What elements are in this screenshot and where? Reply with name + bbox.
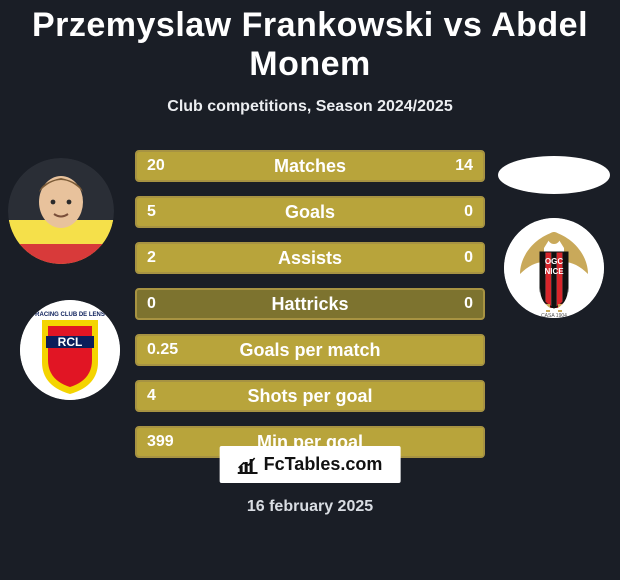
brand-chart-icon xyxy=(238,456,258,474)
stat-bar-fill-left xyxy=(137,382,483,410)
player-right-avatar-placeholder xyxy=(498,156,610,194)
stat-bar: 4Shots per goal xyxy=(135,380,485,412)
svg-text:OGC: OGC xyxy=(545,257,563,266)
stat-bar-fill-left xyxy=(137,198,483,226)
stat-bar-fill-left xyxy=(137,152,341,180)
player-right-club-badge: OGC NICE CASA 1904 xyxy=(504,218,604,318)
date-label: 16 february 2025 xyxy=(0,498,620,516)
rc-lens-badge-icon: RACING CLUB DE LENS RCL xyxy=(20,300,120,400)
svg-text:RACING CLUB DE LENS: RACING CLUB DE LENS xyxy=(35,312,105,318)
page-title: Przemyslaw Frankowski vs Abdel Monem xyxy=(0,0,620,84)
stat-bar-fill-left xyxy=(137,336,483,364)
comparison-panel: RACING CLUB DE LENS RCL OGC NICE CASA 19… xyxy=(0,142,620,482)
stat-bar: 0.25Goals per match xyxy=(135,334,485,366)
player-left-portrait-icon xyxy=(8,158,114,264)
stat-value-right: 0 xyxy=(464,295,473,313)
svg-text:CASA 1904: CASA 1904 xyxy=(541,313,567,318)
player-left-club-badge: RACING CLUB DE LENS RCL xyxy=(20,300,120,400)
stat-bar: 50Goals xyxy=(135,196,485,228)
stat-label: Hattricks xyxy=(137,294,483,315)
stat-bar: 20Assists xyxy=(135,242,485,274)
brand-badge[interactable]: FcTables.com xyxy=(220,446,401,483)
stat-value-left: 0 xyxy=(147,295,156,313)
subtitle: Club competitions, Season 2024/2025 xyxy=(0,98,620,116)
stat-bars: 2014Matches 50Goals 20Assists 0 0Hattricks 0.… xyxy=(135,150,485,472)
ogc-nice-badge-icon: OGC NICE CASA 1904 xyxy=(504,218,604,318)
stat-bar: 0 0Hattricks xyxy=(135,288,485,320)
svg-text:NICE: NICE xyxy=(544,267,564,276)
player-left-avatar xyxy=(8,158,114,264)
stat-bar: 2014Matches xyxy=(135,150,485,182)
stat-bar-fill-right xyxy=(341,152,483,180)
stat-bar-fill-left xyxy=(137,244,483,272)
svg-text:RCL: RCL xyxy=(58,335,83,349)
brand-label: FcTables.com xyxy=(264,454,383,475)
